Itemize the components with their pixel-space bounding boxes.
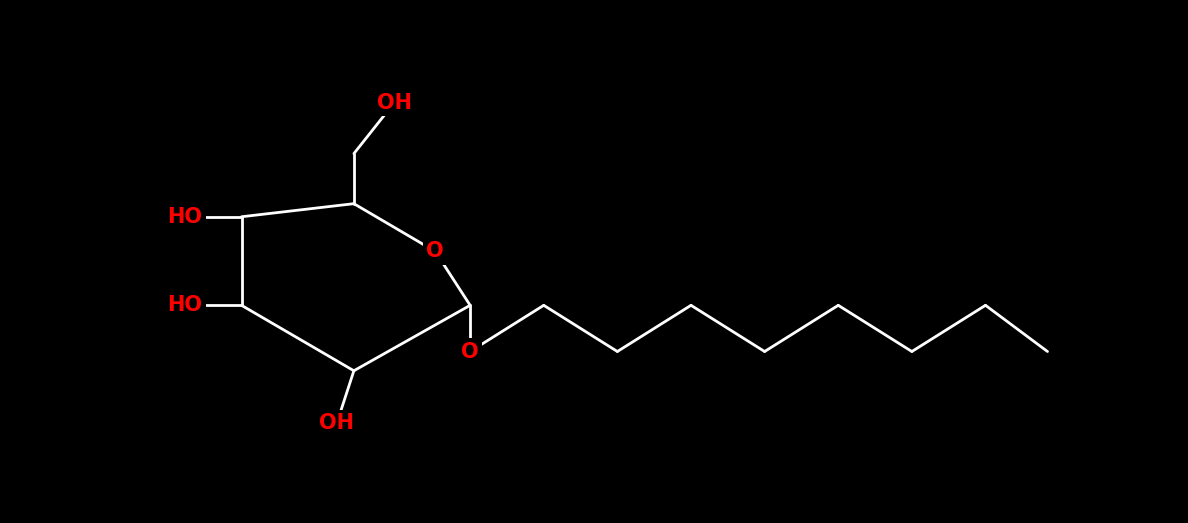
Text: O: O <box>461 342 479 361</box>
Text: HO: HO <box>168 295 202 315</box>
Text: HO: HO <box>168 207 202 227</box>
Text: O: O <box>426 242 444 262</box>
Text: OH: OH <box>320 413 354 433</box>
Text: OH: OH <box>377 93 412 113</box>
